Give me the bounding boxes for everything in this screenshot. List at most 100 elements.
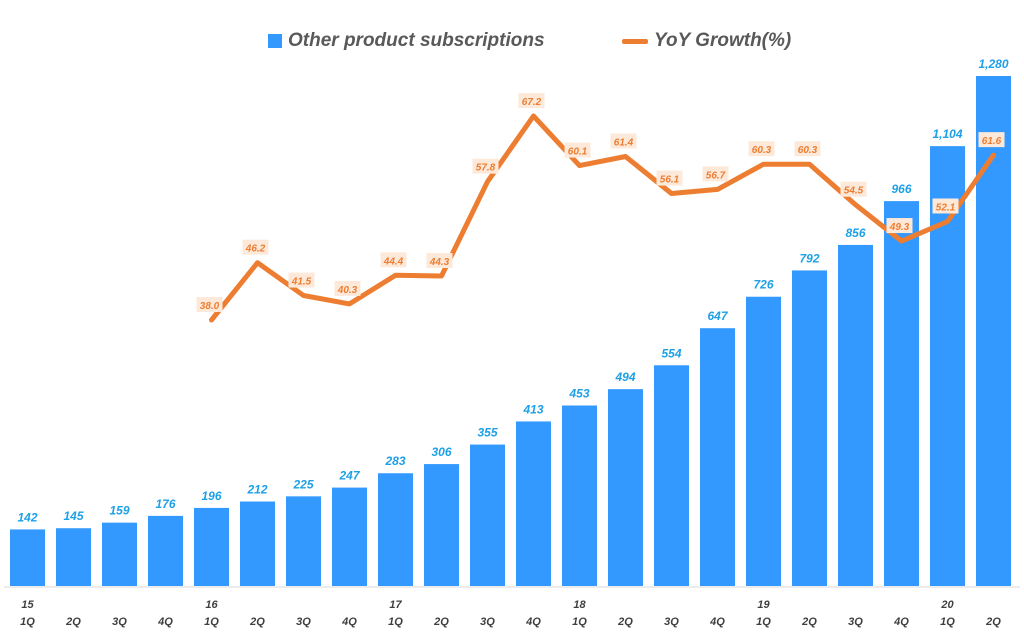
x-axis-tick-labels: 15 1Q 2Q 3Q 4Q 16 1Q 2Q 3Q 4Q 17 1Q 2Q 3Q 4Q 18 1Q 2Q 3Q 4Q… bbox=[20, 599, 1001, 628]
x-tick-quarter-5: 2Q bbox=[249, 616, 265, 628]
x-tick-quarter-7: 4Q bbox=[341, 616, 357, 628]
x-tick-quarter-15: 4Q bbox=[709, 616, 725, 628]
bar-12 bbox=[562, 405, 597, 586]
line-label-11: 67.2 bbox=[518, 93, 545, 108]
legend-line-swatch bbox=[622, 38, 648, 44]
bar-1 bbox=[56, 528, 91, 586]
bar-7 bbox=[332, 487, 367, 586]
line-label-21: 61.6 bbox=[978, 132, 1005, 148]
bar-2 bbox=[102, 522, 137, 586]
chart-legend: Other product subscriptions YoY Growth(%… bbox=[0, 30, 1024, 58]
legend-item-line: YoY Growth(%) bbox=[622, 30, 791, 52]
x-tick-quarter-17: 2Q bbox=[801, 616, 817, 628]
line-label-text-12: 60.1 bbox=[568, 147, 588, 158]
line-label-text-9: 44.3 bbox=[429, 257, 450, 268]
x-tick-quarter-18: 3Q bbox=[848, 616, 863, 628]
bar-label-3: 176 bbox=[155, 497, 175, 511]
bar-label-4: 196 bbox=[201, 489, 221, 503]
line-label-12: 60.1 bbox=[564, 142, 591, 158]
line-label-bg-8 bbox=[380, 252, 407, 268]
bar-10 bbox=[470, 444, 505, 586]
legend-line-label: YoY Growth(%) bbox=[654, 30, 792, 51]
line-label-bg-10 bbox=[472, 158, 499, 174]
x-tick-quarter-10: 3Q bbox=[480, 616, 495, 628]
line-label-16: 60.3 bbox=[748, 141, 775, 157]
line-label-text-7: 40.3 bbox=[337, 285, 358, 296]
bar-3 bbox=[148, 515, 183, 586]
x-tick-quarter-3: 4Q bbox=[157, 616, 173, 628]
bar-label-14: 554 bbox=[661, 346, 681, 360]
line-label-20: 52.1 bbox=[932, 198, 959, 214]
bar-21 bbox=[976, 76, 1011, 586]
line-label-bg-18 bbox=[840, 181, 867, 197]
line-label-text-5: 46.2 bbox=[245, 244, 266, 255]
bar-label-1: 145 bbox=[63, 509, 83, 523]
legend-item-bars: Other product subscriptions bbox=[268, 30, 545, 52]
bar-label-8: 283 bbox=[384, 454, 405, 468]
x-tick-year-12: 18 bbox=[573, 599, 586, 611]
line-label-bg-19 bbox=[886, 218, 913, 234]
line-label-bg-5 bbox=[242, 239, 269, 255]
x-tick-quarter-21: 2Q bbox=[985, 616, 1001, 628]
line-label-8: 44.4 bbox=[380, 252, 407, 268]
line-label-text-16: 60.3 bbox=[752, 145, 772, 156]
line-label-10: 57.8 bbox=[472, 158, 499, 174]
bar-5 bbox=[240, 501, 275, 586]
bar-4 bbox=[194, 507, 229, 586]
bar-label-2: 159 bbox=[109, 504, 129, 518]
line-label-7: 40.3 bbox=[334, 280, 361, 296]
x-tick-quarter-16: 1Q bbox=[756, 616, 771, 628]
line-label-text-18: 54.5 bbox=[844, 186, 864, 197]
line-label-6: 41.5 bbox=[288, 272, 315, 288]
line-label-text-10: 57.8 bbox=[476, 163, 496, 174]
x-tick-year-4: 16 bbox=[205, 599, 218, 611]
line-label-text-20: 52.1 bbox=[936, 202, 956, 213]
line-label-14: 56.1 bbox=[656, 170, 683, 186]
line-label-bg-7 bbox=[334, 280, 361, 296]
bar-label-9: 306 bbox=[431, 445, 451, 459]
bar-14 bbox=[654, 365, 689, 586]
line-label-text-8: 44.4 bbox=[383, 256, 404, 267]
line-label-bg-16 bbox=[748, 141, 775, 157]
line-label-bg-11 bbox=[518, 93, 545, 108]
bar-label-0: 142 bbox=[17, 510, 37, 524]
line-value-labels: 38.0 46.2 41.5 40.3 44.4 44.3 57.8 67.2 60.1 61.4… bbox=[196, 93, 1005, 312]
bar-16 bbox=[746, 296, 781, 586]
line-label-text-14: 56.1 bbox=[660, 175, 680, 186]
line-label-text-13: 61.4 bbox=[614, 138, 634, 149]
line-label-bg-12 bbox=[564, 142, 591, 158]
bar-label-21: 1,280 bbox=[978, 57, 1008, 71]
x-tick-quarter-1: 2Q bbox=[65, 616, 81, 628]
x-tick-year-20: 20 bbox=[940, 599, 954, 611]
line-label-text-21: 61.6 bbox=[982, 136, 1002, 147]
x-tick-quarter-19: 4Q bbox=[893, 616, 909, 628]
line-label-bg-13 bbox=[610, 133, 637, 149]
x-tick-quarter-9: 2Q bbox=[433, 616, 449, 628]
line-label-5: 46.2 bbox=[242, 239, 269, 255]
bar-19 bbox=[884, 201, 919, 586]
bar-11 bbox=[516, 421, 551, 586]
x-tick-quarter-6: 3Q bbox=[296, 616, 311, 628]
line-label-text-19: 49.3 bbox=[889, 222, 910, 233]
bar-17 bbox=[792, 270, 827, 586]
x-tick-quarter-4: 1Q bbox=[204, 616, 219, 628]
growth-line bbox=[209, 113, 996, 323]
line-label-text-6: 41.5 bbox=[291, 277, 312, 288]
line-label-13: 61.4 bbox=[610, 133, 637, 149]
line-label-bg-9 bbox=[426, 252, 453, 268]
bar-label-7: 247 bbox=[338, 469, 360, 483]
x-tick-year-16: 19 bbox=[757, 599, 770, 611]
line-label-text-17: 60.3 bbox=[798, 145, 818, 156]
line-label-bg-21 bbox=[978, 132, 1005, 148]
bar-label-6: 225 bbox=[292, 477, 313, 491]
bar-9 bbox=[424, 464, 459, 586]
x-tick-year-0: 15 bbox=[21, 599, 34, 611]
line-label-19: 49.3 bbox=[886, 218, 913, 234]
x-tick-quarter-20: 1Q bbox=[940, 616, 955, 628]
bar-6 bbox=[286, 496, 321, 586]
line-label-bg-17 bbox=[794, 141, 821, 157]
line-label-text-4: 38.0 bbox=[200, 301, 220, 312]
line-label-text-15: 56.7 bbox=[706, 170, 726, 181]
x-tick-quarter-12: 1Q bbox=[572, 616, 587, 628]
